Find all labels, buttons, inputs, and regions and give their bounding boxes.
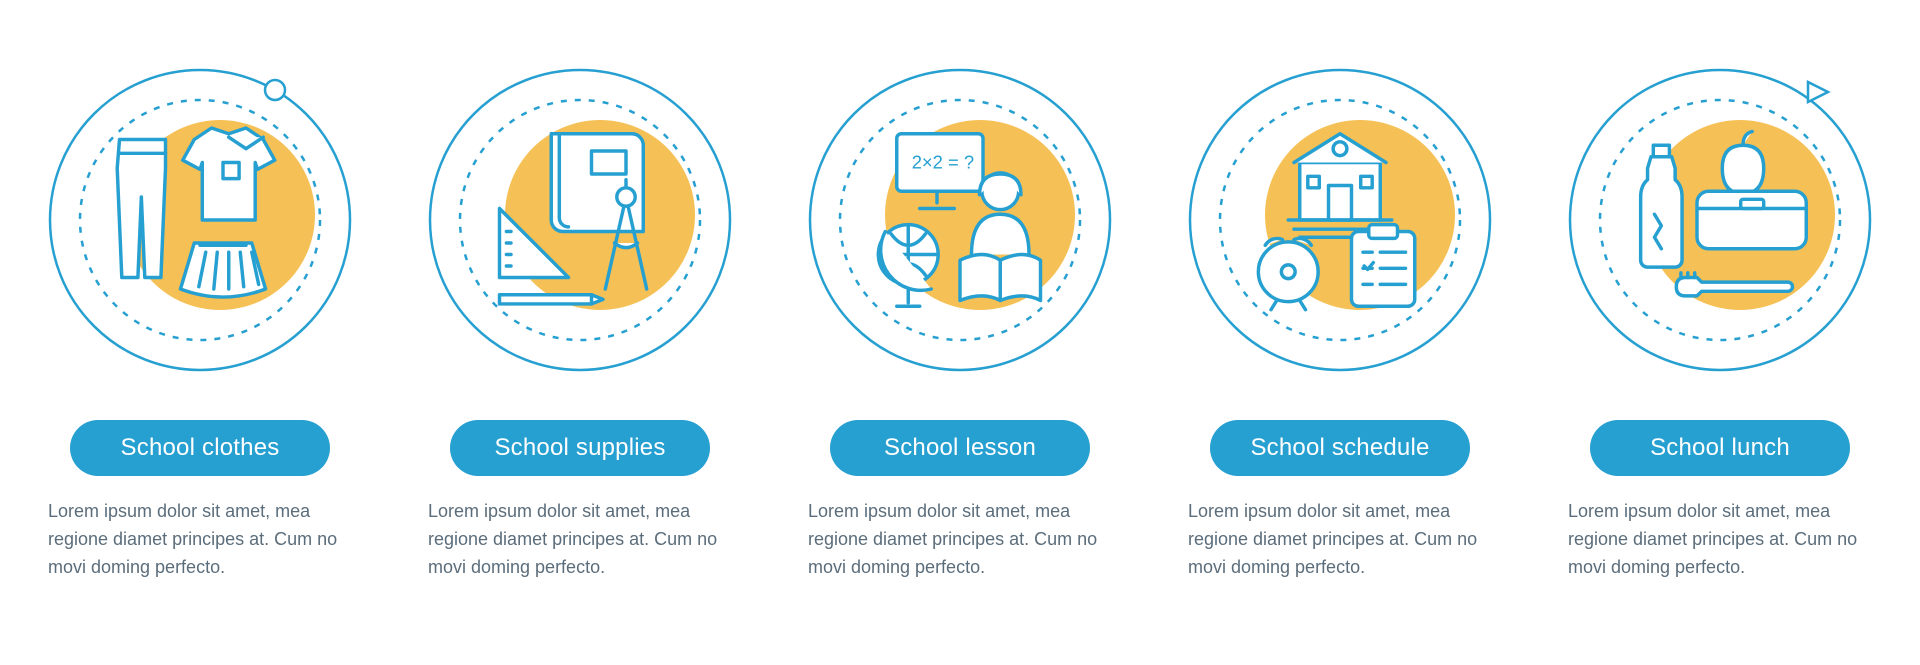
circle-lesson: 2×2 = ? [800,60,1120,380]
pill-schedule: School schedule [1210,420,1470,476]
supplies-icon [465,105,695,335]
schedule-icon [1225,105,1455,335]
circle-lunch [1560,60,1880,380]
step-supplies: School supplies Lorem ipsum dolor sit am… [410,60,750,582]
step-lunch: School lunch Lorem ipsum dolor sit amet,… [1550,60,1890,582]
step-schedule: School schedule Lorem ipsum dolor sit am… [1170,60,1510,582]
pill-supplies: School supplies [450,420,710,476]
desc-lesson: Lorem ipsum dolor sit amet, mea regione … [790,498,1130,582]
circle-clothes [40,60,360,380]
lunch-icon [1605,105,1835,335]
step-lesson: 2×2 = ? School lesson Lorem [790,60,1130,582]
desc-lunch: Lorem ipsum dolor sit amet, mea regione … [1550,498,1890,582]
circle-supplies [420,60,740,380]
lesson-icon: 2×2 = ? [845,105,1075,335]
desc-supplies: Lorem ipsum dolor sit amet, mea regione … [410,498,750,582]
desc-clothes: Lorem ipsum dolor sit amet, mea regione … [30,498,370,582]
infographic-row: School clothes Lorem ipsum dolor sit ame… [0,0,1920,582]
circle-schedule [1180,60,1500,380]
pill-lesson: School lesson [830,420,1090,476]
svg-text:2×2 = ?: 2×2 = ? [912,151,974,172]
step-clothes: School clothes Lorem ipsum dolor sit ame… [30,60,370,582]
clothes-icon [85,105,315,335]
desc-schedule: Lorem ipsum dolor sit amet, mea regione … [1170,498,1510,582]
pill-lunch: School lunch [1590,420,1850,476]
pill-clothes: School clothes [70,420,330,476]
